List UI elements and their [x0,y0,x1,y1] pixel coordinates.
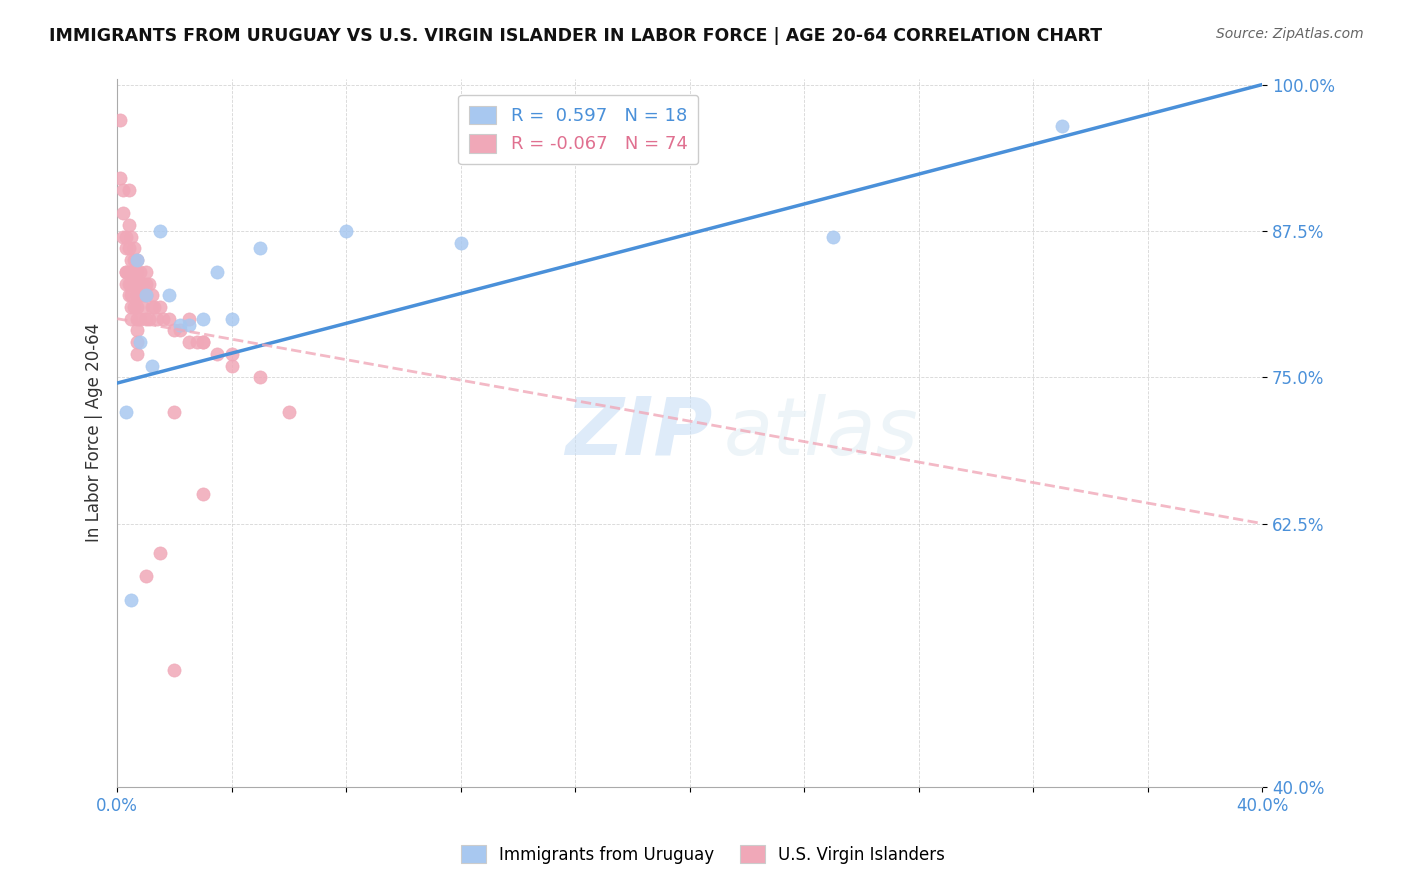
Point [149,546,172,560]
Point [121,265,143,279]
Point [114,277,136,291]
Point [163,405,186,419]
Point [135,569,157,583]
Point [135,265,157,279]
Point [117,277,139,291]
Legend: Immigrants from Uruguay, U.S. Virgin Islanders: Immigrants from Uruguay, U.S. Virgin Isl… [454,838,952,871]
Point [277,405,299,419]
Point [146,311,169,326]
Point [117,183,139,197]
Point [335,224,357,238]
Point [1050,119,1073,133]
Point [129,265,152,279]
Point [111,206,134,220]
Point [129,288,152,302]
Point [127,253,149,268]
Point [132,277,155,291]
Point [127,323,149,337]
Text: ZIP: ZIP [565,393,713,472]
Point [124,300,146,314]
Point [117,242,139,256]
Point [121,277,143,291]
Point [121,253,143,268]
Point [124,242,146,256]
Point [124,265,146,279]
Point [177,311,200,326]
Point [121,300,143,314]
Point [127,265,149,279]
Point [221,311,243,326]
Point [135,288,157,302]
Point [127,288,149,302]
Point [135,277,157,291]
Point [138,311,160,326]
Point [124,253,146,268]
Point [114,265,136,279]
Point [207,347,229,361]
Point [111,183,134,197]
Point [127,347,149,361]
Point [108,112,131,127]
Point [191,335,214,350]
Point [127,277,149,291]
Point [141,300,163,314]
Point [207,265,229,279]
Point [108,171,131,186]
Point [149,224,172,238]
Point [114,405,136,419]
Point [135,288,157,302]
Point [169,323,191,337]
Point [114,229,136,244]
Point [117,288,139,302]
Text: IMMIGRANTS FROM URUGUAY VS U.S. VIRGIN ISLANDER IN LABOR FORCE | AGE 20-64 CORRE: IMMIGRANTS FROM URUGUAY VS U.S. VIRGIN I… [49,27,1102,45]
Point [141,359,163,373]
Point [163,663,186,677]
Point [221,359,243,373]
Point [177,335,200,350]
Point [191,487,214,501]
Point [121,311,143,326]
Point [186,335,208,350]
Point [127,253,149,268]
Point [121,288,143,302]
Point [249,242,271,256]
Point [132,300,155,314]
Point [149,300,172,314]
Point [157,288,180,302]
Point [157,311,180,326]
Point [127,300,149,314]
Point [152,311,174,326]
Point [191,335,214,350]
Point [143,300,166,314]
Point [121,229,143,244]
Text: Source: ZipAtlas.com: Source: ZipAtlas.com [1216,27,1364,41]
Point [135,311,157,326]
Point [821,229,844,244]
Point [221,347,243,361]
Point [177,318,200,332]
Point [191,311,214,326]
Point [117,218,139,232]
Point [129,311,152,326]
Point [129,277,152,291]
Point [169,318,191,332]
Point [127,311,149,326]
Point [450,235,472,250]
Point [117,265,139,279]
Point [141,288,163,302]
Y-axis label: In Labor Force | Age 20-64: In Labor Force | Age 20-64 [86,323,103,542]
Legend: R =  0.597   N = 18, R = -0.067   N = 74: R = 0.597 N = 18, R = -0.067 N = 74 [458,95,699,164]
Point [114,242,136,256]
Point [129,335,152,350]
Point [138,277,160,291]
Point [121,592,143,607]
Point [249,370,271,384]
Point [111,229,134,244]
Point [114,265,136,279]
Point [132,288,155,302]
Point [124,277,146,291]
Text: atlas: atlas [724,393,918,472]
Point [127,335,149,350]
Point [163,323,186,337]
